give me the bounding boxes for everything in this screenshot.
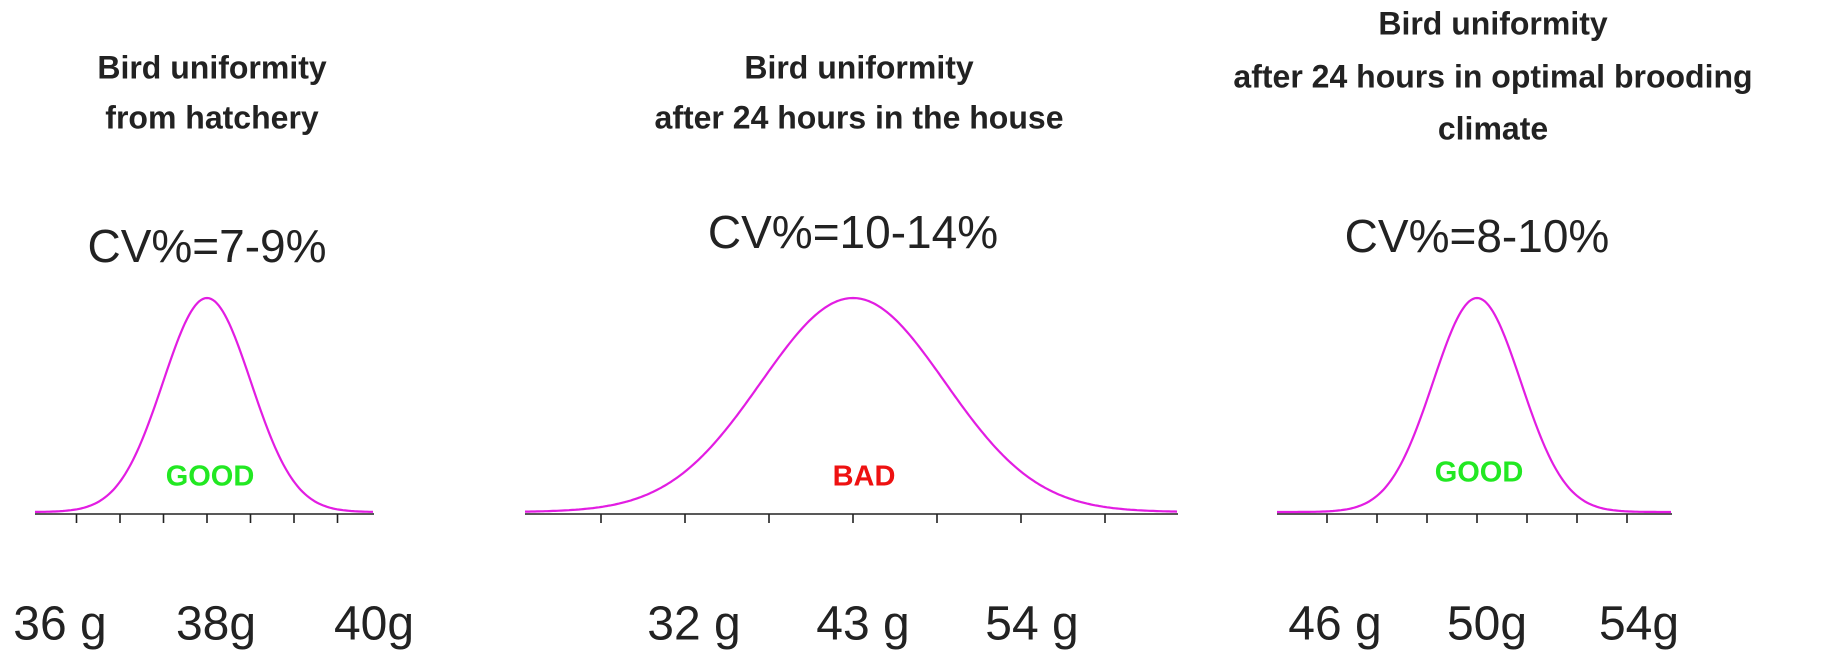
weight-label: 36 g [13,598,106,650]
verdict: GOOD [1435,457,1524,489]
panel-title: Bird uniformity [1378,5,1608,41]
weight-label: 54g [1599,598,1679,650]
verdict: GOOD [166,461,255,493]
panel-title: climate [1438,110,1548,146]
panel-title: after 24 hours in the house [655,99,1064,135]
panel-title: Bird uniformity [97,49,327,85]
cv-label: CV%=10-14% [708,206,998,258]
panel-title: Bird uniformity [744,49,974,85]
weight-label: 40g [334,598,414,650]
weight-label: 46 g [1288,598,1381,650]
panel-title: after 24 hours in optimal brooding [1233,58,1752,94]
weight-label: 43 g [816,598,909,650]
weight-label: 38g [176,598,256,650]
weight-label: 32 g [647,598,740,650]
weight-label: 54 g [985,598,1078,650]
distribution-curve [35,296,373,513]
cv-label: CV%=8-10% [1345,210,1610,262]
distribution-curve [525,296,1178,513]
weight-label: 50g [1447,598,1527,650]
verdict: BAD [833,461,896,493]
distribution-curve [1277,296,1671,514]
cv-label: CV%=7-9% [87,220,326,272]
panel-title: from hatchery [105,99,319,135]
